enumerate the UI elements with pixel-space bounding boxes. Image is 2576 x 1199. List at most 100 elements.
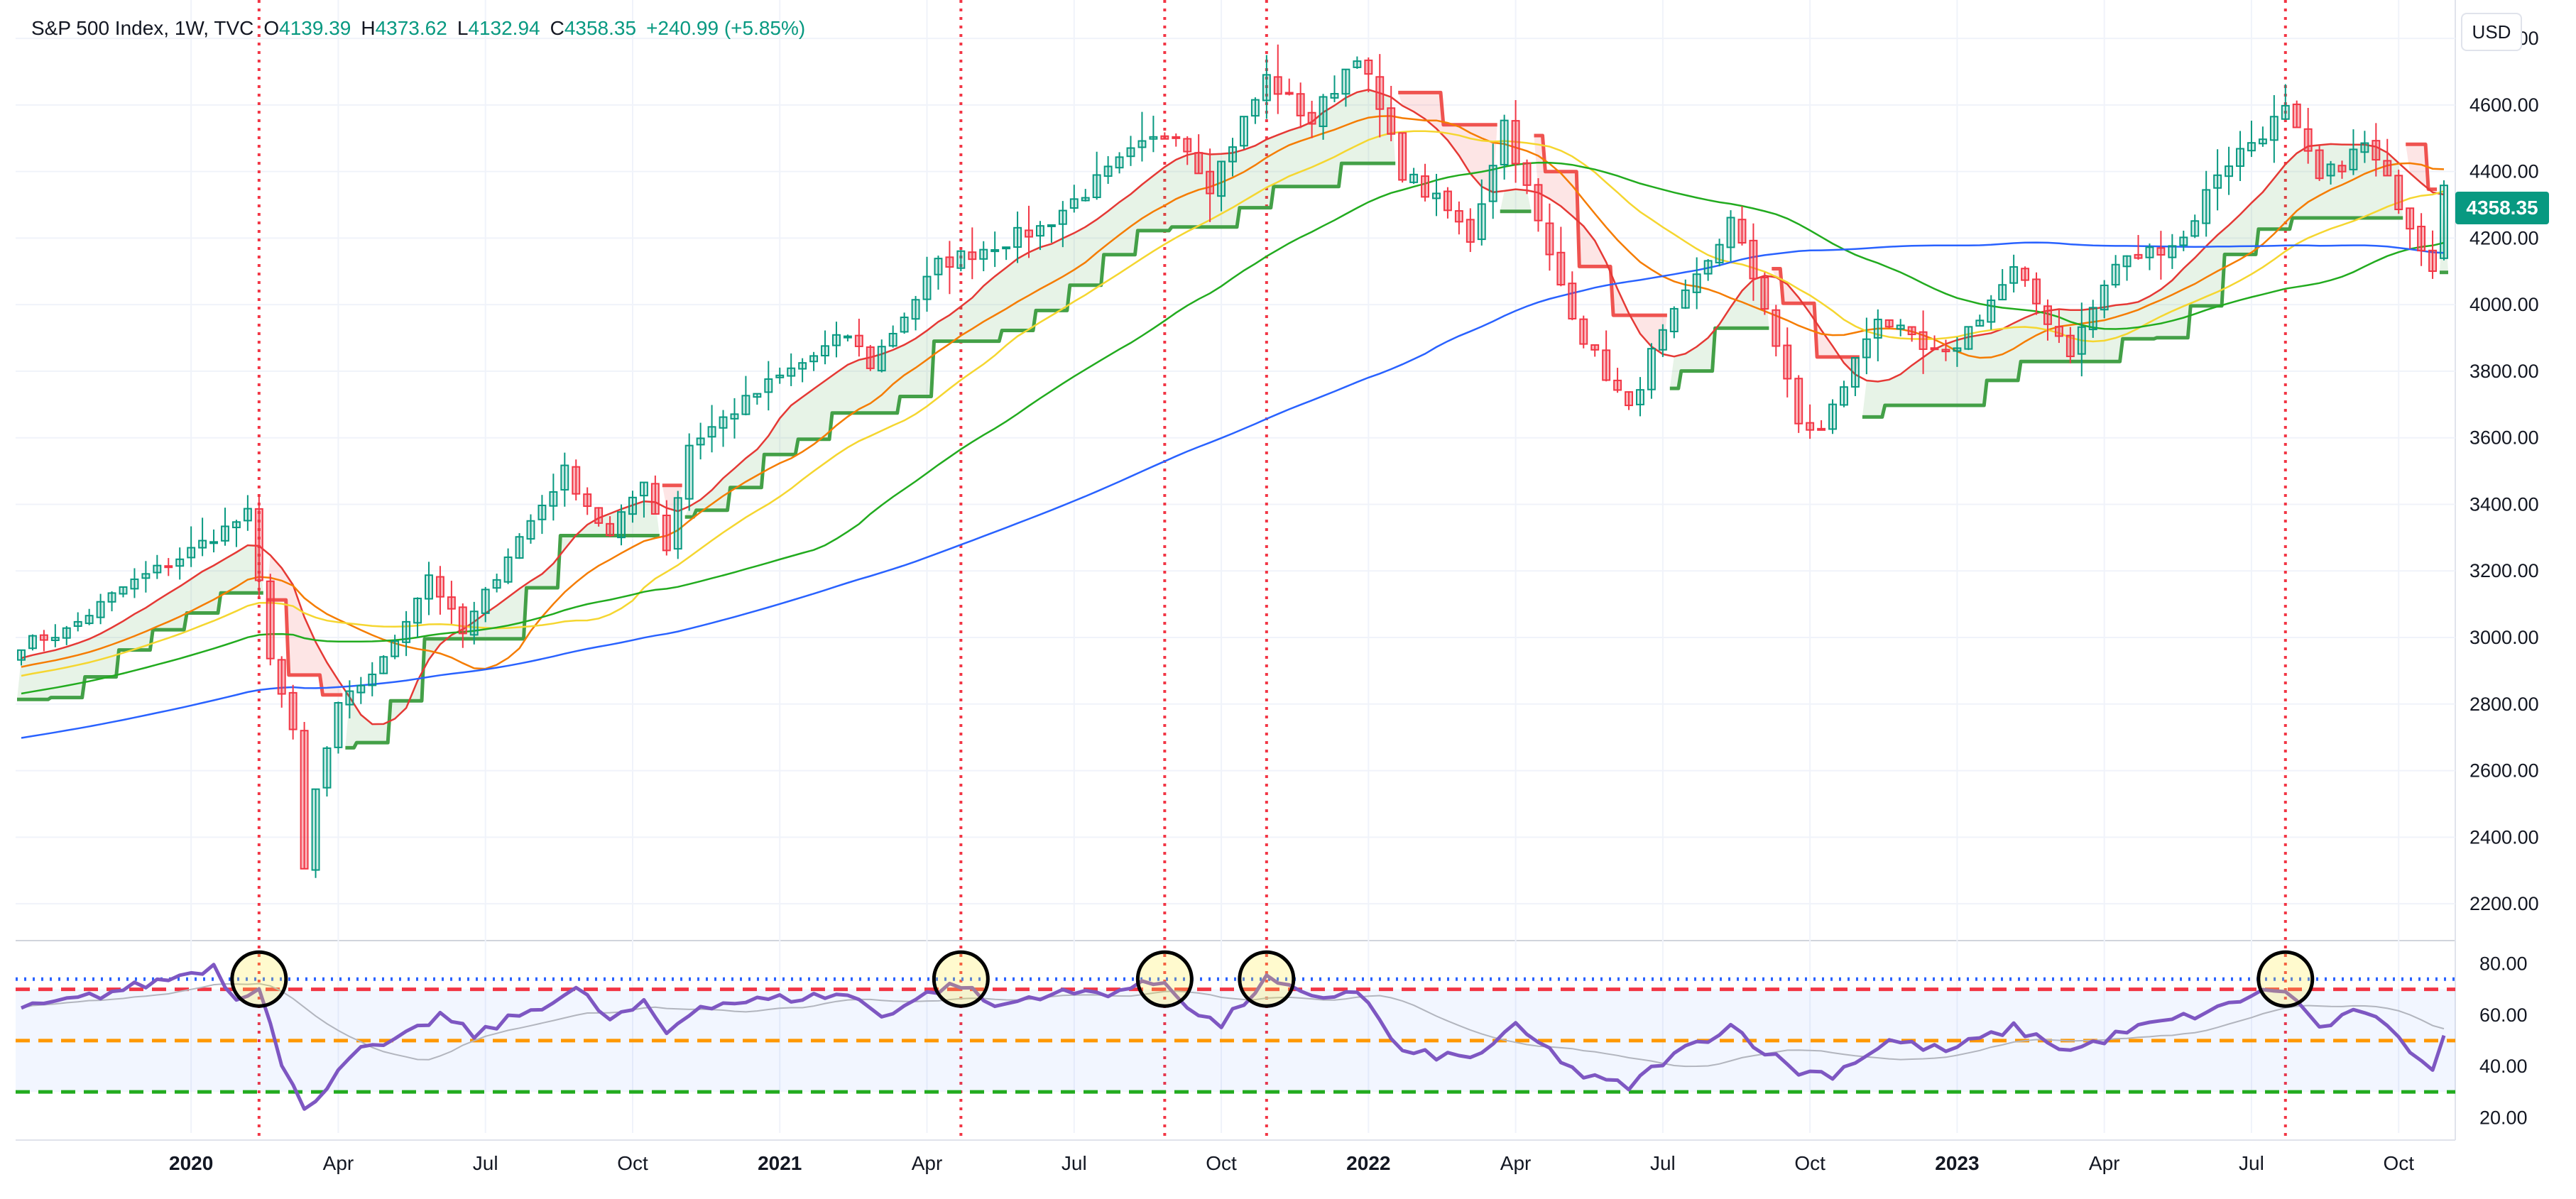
candle-body — [787, 367, 796, 377]
candle-body — [277, 659, 286, 695]
price-tick-label: 2600.00 — [2469, 760, 2539, 782]
candle-body — [1998, 284, 2007, 301]
candle-body — [730, 413, 739, 420]
candle-body — [1262, 74, 1271, 102]
candle-body — [447, 596, 456, 610]
currency-button[interactable]: USD — [2461, 13, 2522, 51]
candle-body — [209, 541, 219, 544]
candle-body — [1250, 99, 1260, 117]
candle-body — [877, 346, 886, 372]
candle-body — [481, 588, 490, 614]
candle-body — [809, 355, 819, 363]
rsi-panel — [16, 950, 2455, 1111]
candle-body — [832, 334, 841, 346]
candle-body — [2156, 247, 2166, 256]
candle-body — [2190, 220, 2200, 237]
rsi-ma-line — [21, 982, 2445, 1068]
price-tick-label: 4200.00 — [2469, 227, 2539, 248]
candle-body — [1217, 160, 1226, 197]
candle-body — [1987, 299, 1996, 323]
candle-body — [458, 606, 467, 635]
candle-body — [1364, 59, 1373, 75]
time-tick-label: Jul — [1061, 1152, 1087, 1174]
candle-body — [2383, 160, 2392, 177]
moving-averages — [21, 89, 2445, 739]
candle-body — [1025, 229, 1033, 238]
candle-body — [2179, 236, 2188, 246]
stop-fill-down — [266, 555, 343, 695]
candle-body — [843, 335, 852, 339]
candle-body — [1002, 246, 1011, 250]
candle-body — [968, 251, 977, 261]
sma-50-line — [21, 161, 2445, 695]
candle-body — [1828, 403, 1837, 430]
candle-body — [753, 393, 762, 398]
candle-body — [1115, 156, 1124, 169]
candle-body — [1500, 119, 1509, 165]
candle-body — [1137, 140, 1147, 148]
time-tick-label: 2022 — [1346, 1152, 1390, 1174]
stop-fill-up — [1500, 189, 1532, 212]
candle-body — [639, 481, 648, 497]
candle-body — [1647, 348, 1656, 390]
candle-body — [1568, 283, 1577, 319]
candle-body — [911, 299, 920, 320]
candle-body — [84, 615, 94, 625]
candle-body — [1069, 198, 1079, 209]
candle-body — [2032, 278, 2041, 305]
candle-body — [2360, 142, 2369, 153]
candle-body — [2281, 104, 2290, 120]
stop-fill-up — [345, 501, 660, 748]
candle-body — [696, 437, 705, 446]
candle-body — [2440, 185, 2448, 259]
price-tick-label: 2800.00 — [2469, 694, 2539, 715]
candle-body — [1896, 324, 1905, 330]
candle-body — [1715, 243, 1724, 264]
candle-body — [492, 579, 501, 589]
close-value: 4358.35 — [564, 17, 637, 39]
candle-body — [2225, 165, 2234, 177]
stop-line-up — [684, 161, 1396, 519]
axes: 2200.00 2400.00 2600.00 2800.00 3000.00 3200.… — [169, 28, 2539, 1174]
candle-body — [1703, 260, 1713, 275]
candle-body — [2111, 263, 2120, 286]
candle-body — [334, 702, 343, 748]
candle-body — [1353, 60, 1362, 68]
open-value: 4139.39 — [279, 17, 351, 39]
candle-body — [153, 564, 162, 574]
rsi-line — [21, 963, 2446, 1111]
sma-20-line — [21, 115, 2445, 670]
last-price-tag: 4358.35 — [2455, 192, 2549, 224]
candle-body — [198, 540, 207, 549]
candle-body — [1228, 146, 1237, 163]
candle-body — [1873, 318, 1882, 339]
candle-body — [266, 580, 275, 659]
candle-body — [2021, 268, 2030, 281]
candle-body — [1930, 347, 1939, 351]
candle-body — [1534, 184, 1543, 221]
candle-body — [1013, 226, 1022, 248]
candle-body — [62, 627, 71, 639]
candle-body — [934, 258, 943, 275]
candle-body — [900, 317, 909, 333]
candle-body — [2247, 142, 2256, 152]
signal-marker-circle — [1238, 950, 1296, 1008]
candle-body — [1172, 136, 1181, 139]
stop-line-down — [266, 598, 343, 697]
candle-body — [1047, 224, 1056, 227]
price-tick-label: 3600.00 — [2469, 427, 2539, 449]
candle-body — [1579, 318, 1588, 345]
candle-body — [1432, 192, 1441, 199]
candle-body — [107, 592, 116, 603]
candlesticks — [17, 44, 2448, 878]
price-tick-label: 4400.00 — [2469, 161, 2539, 182]
candle-body — [1341, 68, 1350, 95]
ohlc-legend: S&P 500 Index, 1W, TVC O4139.39 H4373.62… — [31, 17, 805, 40]
candle-body — [922, 275, 932, 300]
stop-line-down — [1398, 90, 1497, 127]
candle-body — [1840, 386, 1848, 406]
candle-body — [2065, 334, 2075, 358]
close-label: C — [550, 17, 564, 39]
price-tick-label: 4600.00 — [2469, 94, 2539, 116]
